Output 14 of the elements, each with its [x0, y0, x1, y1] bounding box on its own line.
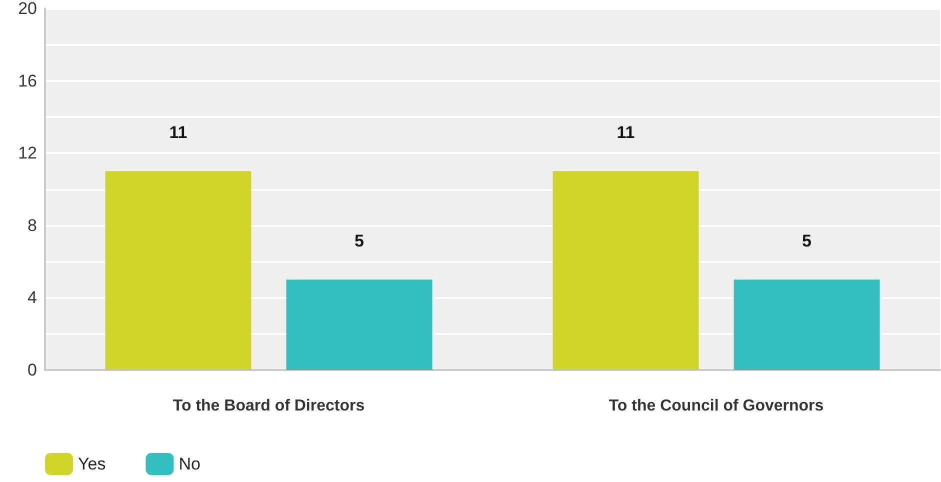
x-tick-label: To the Council of Governors: [608, 398, 824, 414]
y-tick-label: 16: [18, 71, 37, 90]
y-tick-label: 12: [18, 144, 37, 163]
y-tick-label: 4: [28, 288, 37, 308]
y-tick-label: 0: [28, 360, 37, 380]
y-tick-label: 20: [18, 0, 37, 18]
data-label: 5: [354, 232, 364, 251]
x-tick-label: To the Board of Directors: [172, 398, 365, 414]
legend-label: No: [178, 454, 200, 474]
y-tick-label: 8: [28, 216, 37, 235]
data-label: 11: [169, 123, 188, 142]
legend-label: Yes: [78, 454, 106, 474]
data-label: 11: [616, 123, 635, 142]
data-label: 5: [802, 232, 812, 251]
